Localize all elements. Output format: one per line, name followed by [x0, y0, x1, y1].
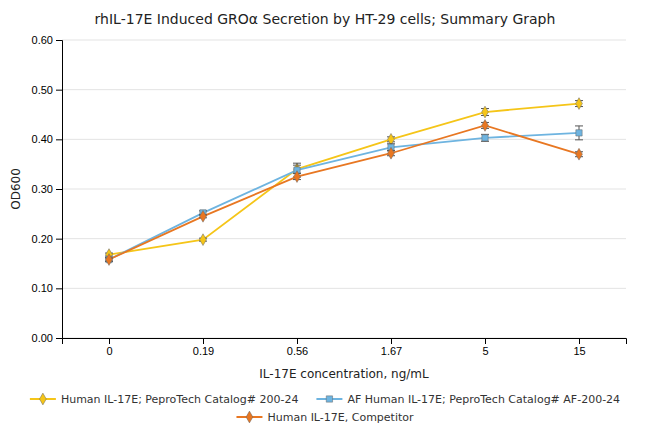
legend-swatch-marker — [39, 393, 46, 405]
x-tick-mark — [579, 338, 580, 344]
x-tick-label: 15 — [573, 345, 585, 357]
y-tick: 0.10 — [32, 282, 62, 294]
y-tick: 0.40 — [32, 133, 62, 145]
x-tick-mark — [109, 338, 110, 344]
legend: Human IL-17E; PeproTech Catalog# 200-24 A… — [30, 393, 620, 424]
x-tick-label: 0 — [106, 345, 112, 357]
y-tick-label: 0.30 — [32, 183, 53, 195]
y-axis-line — [56, 41, 63, 339]
legend-swatch-marker — [246, 411, 253, 423]
grid — [62, 40, 626, 338]
error-bar — [481, 134, 489, 141]
legend-label: Human IL-17E, Competitor — [267, 411, 414, 424]
x-tick-mark — [297, 338, 298, 344]
y-tick: 0.30 — [32, 183, 62, 195]
y-tick-mark — [56, 90, 62, 91]
y-tick: 0.20 — [32, 233, 62, 245]
data-point — [576, 130, 582, 136]
chart-svg: 0.00 0.10 0.20 0.30 0.40 0.50 0.60 0 0.19 0.56 1.6… — [0, 0, 650, 434]
series-line — [109, 125, 579, 259]
error-bar — [575, 126, 583, 140]
marks — [105, 98, 583, 266]
x-tick-label: 5 — [482, 345, 488, 357]
data-point — [200, 210, 207, 222]
y-tick-label: 0.50 — [32, 84, 53, 96]
grid-line — [62, 288, 626, 289]
y-tick-mark — [56, 239, 62, 240]
y-tick-mark — [56, 189, 62, 190]
x-tick-label: 1.67 — [381, 345, 402, 357]
grid-line — [62, 189, 626, 190]
x-tick-label: 0.19 — [193, 345, 214, 357]
series-line — [109, 104, 579, 255]
data-point — [482, 135, 488, 141]
grid-line — [62, 89, 626, 90]
data-point — [576, 98, 583, 110]
data-point — [482, 120, 489, 132]
x-tick: 0.19 — [193, 338, 214, 357]
data-point — [294, 171, 301, 183]
x-tick-label: 0.56 — [287, 345, 308, 357]
y-tick: 0.50 — [32, 84, 62, 96]
x-tick-mark — [203, 338, 204, 344]
y-tick: 0.60 — [32, 34, 62, 46]
y-axis-title: OD600 — [9, 168, 23, 210]
x-axis: 0 0.19 0.56 1.67 5 15 — [63, 338, 627, 357]
y-tick-mark — [56, 338, 62, 339]
y-axis: 0.00 0.10 0.20 0.30 0.40 0.50 0.60 — [32, 34, 63, 344]
x-tick: 1.67 — [381, 338, 402, 357]
y-tick-label: 0.60 — [32, 34, 53, 46]
data-point — [576, 148, 583, 160]
legend-label: AF Human IL-17E; PeproTech Catalog# AF-2… — [347, 393, 620, 406]
data-point — [388, 147, 395, 159]
series — [105, 126, 583, 263]
chart-title: rhIL-17E Induced GROα Secretion by HT-29… — [95, 11, 556, 27]
x-axis-line — [63, 339, 627, 345]
grid-line — [62, 40, 626, 41]
series — [105, 98, 583, 261]
x-axis-title: IL-17E concentration, ng/mL — [259, 367, 429, 381]
y-tick-mark — [56, 139, 62, 140]
series — [105, 120, 583, 266]
y-tick-mark — [56, 288, 62, 289]
x-tick: 15 — [573, 338, 585, 357]
data-point — [200, 234, 207, 246]
x-tick: 5 — [482, 338, 488, 357]
grid-line — [62, 238, 626, 239]
legend-item: Human IL-17E, Competitor — [236, 411, 414, 424]
legend-swatch-marker — [326, 396, 332, 402]
y-tick-label: 0.20 — [32, 233, 53, 245]
legend-item: AF Human IL-17E; PeproTech Catalog# AF-2… — [316, 393, 620, 406]
data-point — [482, 106, 489, 118]
x-tick: 0.56 — [287, 338, 308, 357]
y-tick: 0.00 — [32, 332, 62, 344]
data-point — [106, 254, 113, 266]
x-tick-mark — [485, 338, 486, 344]
y-tick-label: 0.40 — [32, 133, 53, 145]
legend-label: Human IL-17E; PeproTech Catalog# 200-24 — [61, 393, 299, 406]
legend-item: Human IL-17E; PeproTech Catalog# 200-24 — [30, 393, 299, 406]
y-tick-mark — [56, 40, 62, 41]
plot-area: 0.00 0.10 0.20 0.30 0.40 0.50 0.60 0 0.19 0.56 1.6… — [32, 34, 627, 357]
x-tick-mark — [391, 338, 392, 344]
grid-line — [62, 139, 626, 140]
x-tick: 0 — [106, 338, 112, 357]
y-tick-label: 0.00 — [32, 332, 53, 344]
series-line — [109, 133, 579, 260]
y-tick-label: 0.10 — [32, 282, 53, 294]
chart-container: 0.00 0.10 0.20 0.30 0.40 0.50 0.60 0 0.19 0.56 1.6… — [0, 0, 650, 434]
